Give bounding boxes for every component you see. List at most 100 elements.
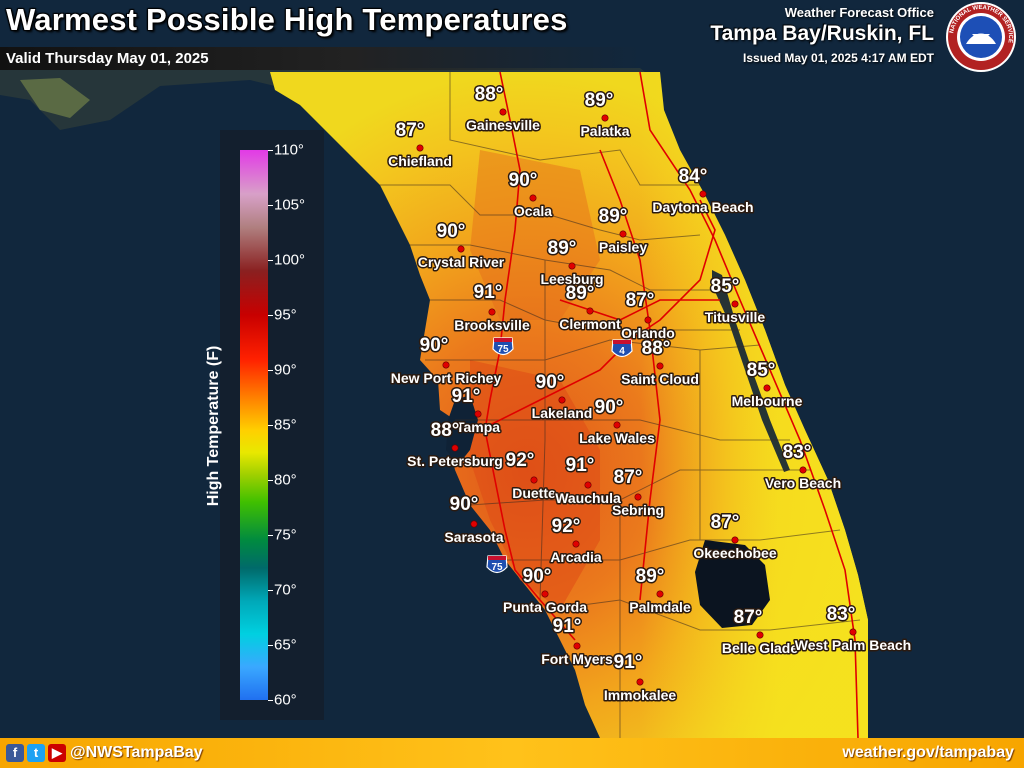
city-dot: [656, 590, 664, 598]
legend-tick-mark: [268, 700, 273, 701]
legend-tick-label: 80°: [274, 471, 297, 489]
city-marker-okeechobee[interactable]: 87° Okeechobee: [692, 511, 778, 563]
city-dot: [457, 245, 465, 253]
valid-date: Valid Thursday May 01, 2025: [0, 47, 640, 70]
city-dot: [731, 536, 739, 544]
city-marker-west-palm-beach[interactable]: 83° West Palm Beach: [793, 603, 912, 655]
city-temperature: 84°: [679, 166, 708, 187]
highway-lines: [479, 71, 859, 739]
nws-logo[interactable]: NATIONAL WEATHER SERVICE: [944, 0, 1018, 74]
temperature-legend: High Temperature (F) 110° 105° 100° 95° 90° 8…: [205, 130, 324, 720]
city-temperature: 90°: [523, 566, 552, 587]
city-marker-chiefland[interactable]: 87° Chiefland: [387, 119, 454, 171]
city-marker-fort-myers[interactable]: 91° Fort Myers: [540, 615, 615, 669]
city-name: Daytona Beach: [652, 199, 753, 215]
city-marker-ocala[interactable]: 90° Ocala: [507, 169, 554, 221]
facebook-icon[interactable]: f: [6, 744, 24, 762]
city-name: Belle Glade: [722, 640, 798, 656]
city-name: Duette: [512, 485, 556, 501]
city-marker-st-petersburg[interactable]: 88° St. Petersburg: [406, 419, 505, 471]
city-marker-sarasota[interactable]: 90° Sarasota: [443, 493, 505, 547]
city-temperature: 92°: [506, 450, 535, 471]
city-temperature: 92°: [552, 516, 581, 537]
city-marker-clermont[interactable]: 89° Clermont: [558, 282, 623, 334]
city-temperature: 87°: [396, 120, 425, 141]
city-marker-punta-gorda[interactable]: 90° Punta Gorda: [501, 565, 588, 617]
interstate-shield-icon: 75: [486, 555, 508, 574]
city-marker-orlando[interactable]: 87° Orlando: [620, 289, 677, 343]
city-name: Wauchula: [555, 490, 621, 506]
city-dot: [529, 194, 537, 202]
city-dot: [763, 384, 771, 392]
city-temperature: 90°: [437, 221, 466, 242]
social-handle[interactable]: @NWSTampaBay: [70, 744, 203, 761]
city-marker-tampa[interactable]: 91° Tampa: [450, 385, 502, 437]
city-name: Palmdale: [629, 599, 691, 615]
city-name: Orlando: [621, 325, 675, 341]
city-marker-gainesville[interactable]: 88° Gainesville: [465, 83, 542, 135]
city-marker-lakeland[interactable]: 90° Lakeland: [530, 371, 594, 423]
city-name: Sebring: [612, 502, 664, 518]
city-marker-crystal-river[interactable]: 90° Crystal River: [416, 220, 506, 272]
legend-tick-label: 65°: [274, 636, 297, 654]
city-dot: [731, 300, 739, 308]
city-dot: [634, 493, 642, 501]
city-name: Paisley: [599, 239, 647, 255]
city-marker-immokalee[interactable]: 91° Immokalee: [602, 651, 678, 705]
city-temperature: 91°: [553, 616, 582, 637]
city-name: Okeechobee: [693, 545, 776, 561]
legend-title: High Temperature (F): [205, 345, 222, 507]
city-temperature: 90°: [536, 372, 565, 393]
city-marker-wauchula[interactable]: 91° Wauchula: [554, 454, 623, 508]
city-dot: [584, 481, 592, 489]
city-marker-daytona-beach[interactable]: 84° Daytona Beach: [651, 165, 755, 217]
city-marker-brooksville[interactable]: 91° Brooksville: [453, 281, 532, 335]
city-dot: [488, 308, 496, 316]
city-marker-sebring[interactable]: 87° Sebring: [610, 466, 665, 520]
legend-tick-mark: [268, 150, 273, 151]
youtube-icon[interactable]: ▶: [48, 744, 66, 762]
county-lines: [380, 72, 861, 738]
legend-tick-mark: [268, 480, 273, 481]
city-temperature: 89°: [585, 90, 614, 111]
city-marker-saint-cloud[interactable]: 88° Saint Cloud: [620, 337, 701, 389]
city-marker-belle-glade[interactable]: 87° Belle Glade: [720, 606, 799, 658]
city-name: Palatka: [580, 123, 629, 139]
legend-tick-mark: [268, 425, 273, 426]
city-marker-palmdale[interactable]: 89° Palmdale: [628, 565, 693, 617]
twitter-icon[interactable]: t: [27, 744, 45, 762]
shield-number: 75: [491, 562, 503, 573]
city-marker-lake-wales[interactable]: 90° Lake Wales: [578, 396, 657, 448]
city-dot: [530, 476, 538, 484]
city-marker-arcadia[interactable]: 92° Arcadia: [549, 515, 604, 567]
city-temperature: 87°: [734, 607, 763, 628]
city-marker-titusville[interactable]: 85° Titusville: [703, 275, 767, 327]
city-dot: [572, 540, 580, 548]
city-marker-palatka[interactable]: 89° Palatka: [579, 89, 631, 141]
city-temperature: 89°: [599, 206, 628, 227]
city-temperature: 90°: [509, 170, 538, 191]
city-dot: [416, 144, 424, 152]
city-name: Arcadia: [550, 549, 602, 565]
city-marker-new-port-richey[interactable]: 90° New Port Richey: [389, 334, 503, 388]
city-marker-leesburg[interactable]: 89° Leesburg: [539, 237, 605, 289]
city-name: Tampa: [456, 419, 500, 435]
city-name: Ocala: [514, 203, 552, 219]
city-dot: [636, 678, 644, 686]
city-temperature: 85°: [711, 276, 740, 297]
office-name: Tampa Bay/Ruskin, FL: [710, 22, 934, 45]
city-marker-duette[interactable]: 92° Duette: [504, 449, 557, 503]
legend-tick-label: 95°: [274, 306, 297, 324]
city-name: Sarasota: [444, 529, 503, 545]
city-marker-paisley[interactable]: 89° Paisley: [597, 205, 649, 257]
interstate-shield-icon: 4: [611, 339, 633, 358]
city-marker-vero-beach[interactable]: 83° Vero Beach: [763, 441, 842, 493]
interstate-shield-icon: 75: [492, 337, 514, 356]
city-dot: [499, 108, 507, 116]
website-link[interactable]: weather.gov/tampabay: [842, 744, 1014, 761]
city-name: New Port Richey: [391, 370, 502, 386]
city-temperature: 88°: [431, 420, 460, 441]
city-name: Lakeland: [532, 405, 593, 421]
city-marker-melbourne[interactable]: 85° Melbourne: [730, 359, 804, 411]
city-dot: [799, 466, 807, 474]
